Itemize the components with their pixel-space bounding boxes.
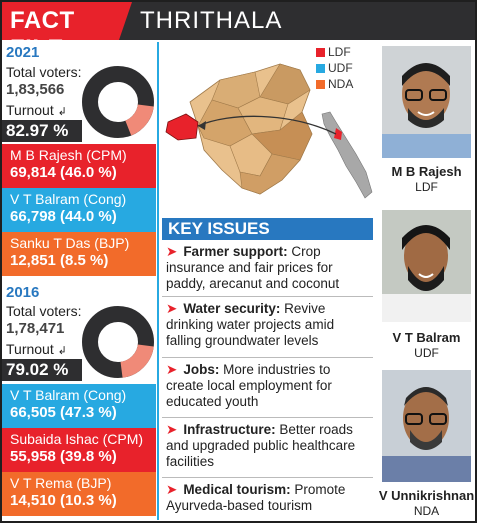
- issue-water-security: ➤ Water security: Revive drinking water p…: [166, 301, 335, 348]
- turnout-2016: 79.02 %: [2, 359, 82, 381]
- legend-ldf: LDF: [316, 46, 353, 61]
- header-label: FACT FILE: [10, 7, 75, 62]
- candidate-name: V T Balram (Cong): [10, 387, 127, 403]
- candidate-2021-3: Sanku T Das (BJP) 12,851 (8.5 %): [2, 232, 156, 276]
- legend-udf: UDF: [316, 62, 353, 77]
- candidate-2016-1: V T Balram (Cong) 66,505 (47.3 %): [2, 384, 156, 428]
- total-voters-label-2021: Total voters:: [6, 64, 82, 80]
- profile-party-2: UDF: [414, 346, 439, 360]
- issue-divider: [162, 477, 373, 478]
- turnout-label-2016: Turnout ↲: [6, 341, 67, 357]
- turnout-label-2021: Turnout ↲: [6, 102, 67, 118]
- turnout-donut-2016: [82, 306, 154, 378]
- photo-m-b-rajesh: [382, 46, 471, 158]
- donut-non-voters-arc-2016: [119, 343, 154, 378]
- candidate-2021-2: V T Balram (Cong) 66,798 (44.0 %): [2, 188, 156, 232]
- donut-non-voters-arc-2021: [124, 103, 154, 136]
- candidate-name: M B Rajesh (CPM): [10, 147, 127, 163]
- candidate-2021-1: M B Rajesh (CPM) 69,814 (46.0 %): [2, 144, 156, 188]
- key-issues-title: KEY ISSUES: [162, 218, 373, 240]
- issue-infrastructure: ➤ Infrastructure: Better roads and upgrad…: [166, 422, 356, 469]
- legend-nda: NDA: [316, 78, 353, 93]
- map-legend: LDF UDF NDA: [316, 46, 353, 94]
- issue-divider: [162, 296, 373, 297]
- total-voters-2016: 1,78,471: [6, 320, 65, 337]
- issue-divider: [162, 357, 373, 358]
- profile-party-1: LDF: [415, 180, 438, 194]
- photo-v-unnikrishnan: [382, 370, 471, 482]
- issue-farmer-support: ➤ Farmer support: Crop insurance and fair…: [166, 244, 340, 291]
- year-2016: 2016: [6, 284, 40, 301]
- turnout-2021: 82.97 %: [2, 120, 82, 142]
- candidate-name: Subaida Ishac (CPM): [10, 431, 144, 447]
- candidate-name: V T Rema (BJP): [10, 475, 112, 491]
- issue-jobs: ➤ Jobs: More industries to create local e…: [166, 362, 332, 409]
- results-column: 2021 Total voters: 1,83,566 Turnout ↲ 82…: [2, 42, 156, 520]
- thrithala-highlight: [165, 113, 199, 141]
- issue-medical-tourism: ➤ Medical tourism: Promote Ayurveda-based…: [166, 482, 346, 513]
- candidate-votes: 14,510 (10.3 %): [10, 492, 117, 509]
- column-divider: [157, 42, 159, 520]
- donut-ring-2016: [82, 306, 154, 378]
- candidate-2016-3: V T Rema (BJP) 14,510 (10.3 %): [2, 472, 156, 516]
- candidate-votes: 69,814 (46.0 %): [10, 164, 117, 181]
- profile-party-3: NDA: [413, 504, 440, 518]
- photo-v-t-balram: [382, 210, 471, 322]
- profile-name-3: V Unnikrishnan: [378, 488, 475, 503]
- profile-name-2: V T Balram: [392, 330, 461, 345]
- candidate-name: V T Balram (Cong): [10, 191, 127, 207]
- donut-ring-2021: [82, 66, 154, 138]
- candidate-profiles: M B Rajesh LDF V T Balram UDF V Unnikris…: [378, 42, 475, 520]
- candidate-votes: 55,958 (39.8 %): [10, 448, 117, 465]
- constituency-map: [165, 63, 373, 199]
- candidate-name: Sanku T Das (BJP): [10, 235, 130, 251]
- issue-divider: [162, 417, 373, 418]
- total-voters-2021: 1,83,566: [6, 81, 65, 98]
- year-2021: 2021: [6, 44, 40, 61]
- pointer-arrow: [197, 115, 337, 135]
- kerala-state-map: [321, 111, 373, 199]
- header-label-box: FACT FILE: [2, 2, 132, 40]
- header-bar: FACT FILE THRITHALA: [2, 2, 475, 40]
- turnout-donut-2021: [82, 66, 154, 138]
- candidate-votes: 66,505 (47.3 %): [10, 404, 117, 421]
- candidate-2016-2: Subaida Ishac (CPM) 55,958 (39.8 %): [2, 428, 156, 472]
- constituency-name: THRITHALA: [140, 7, 283, 34]
- district-map: [165, 63, 313, 195]
- candidate-votes: 12,851 (8.5 %): [10, 252, 109, 269]
- candidate-votes: 66,798 (44.0 %): [10, 208, 117, 225]
- total-voters-label-2016: Total voters:: [6, 303, 82, 319]
- profile-name-1: M B Rajesh: [391, 164, 462, 179]
